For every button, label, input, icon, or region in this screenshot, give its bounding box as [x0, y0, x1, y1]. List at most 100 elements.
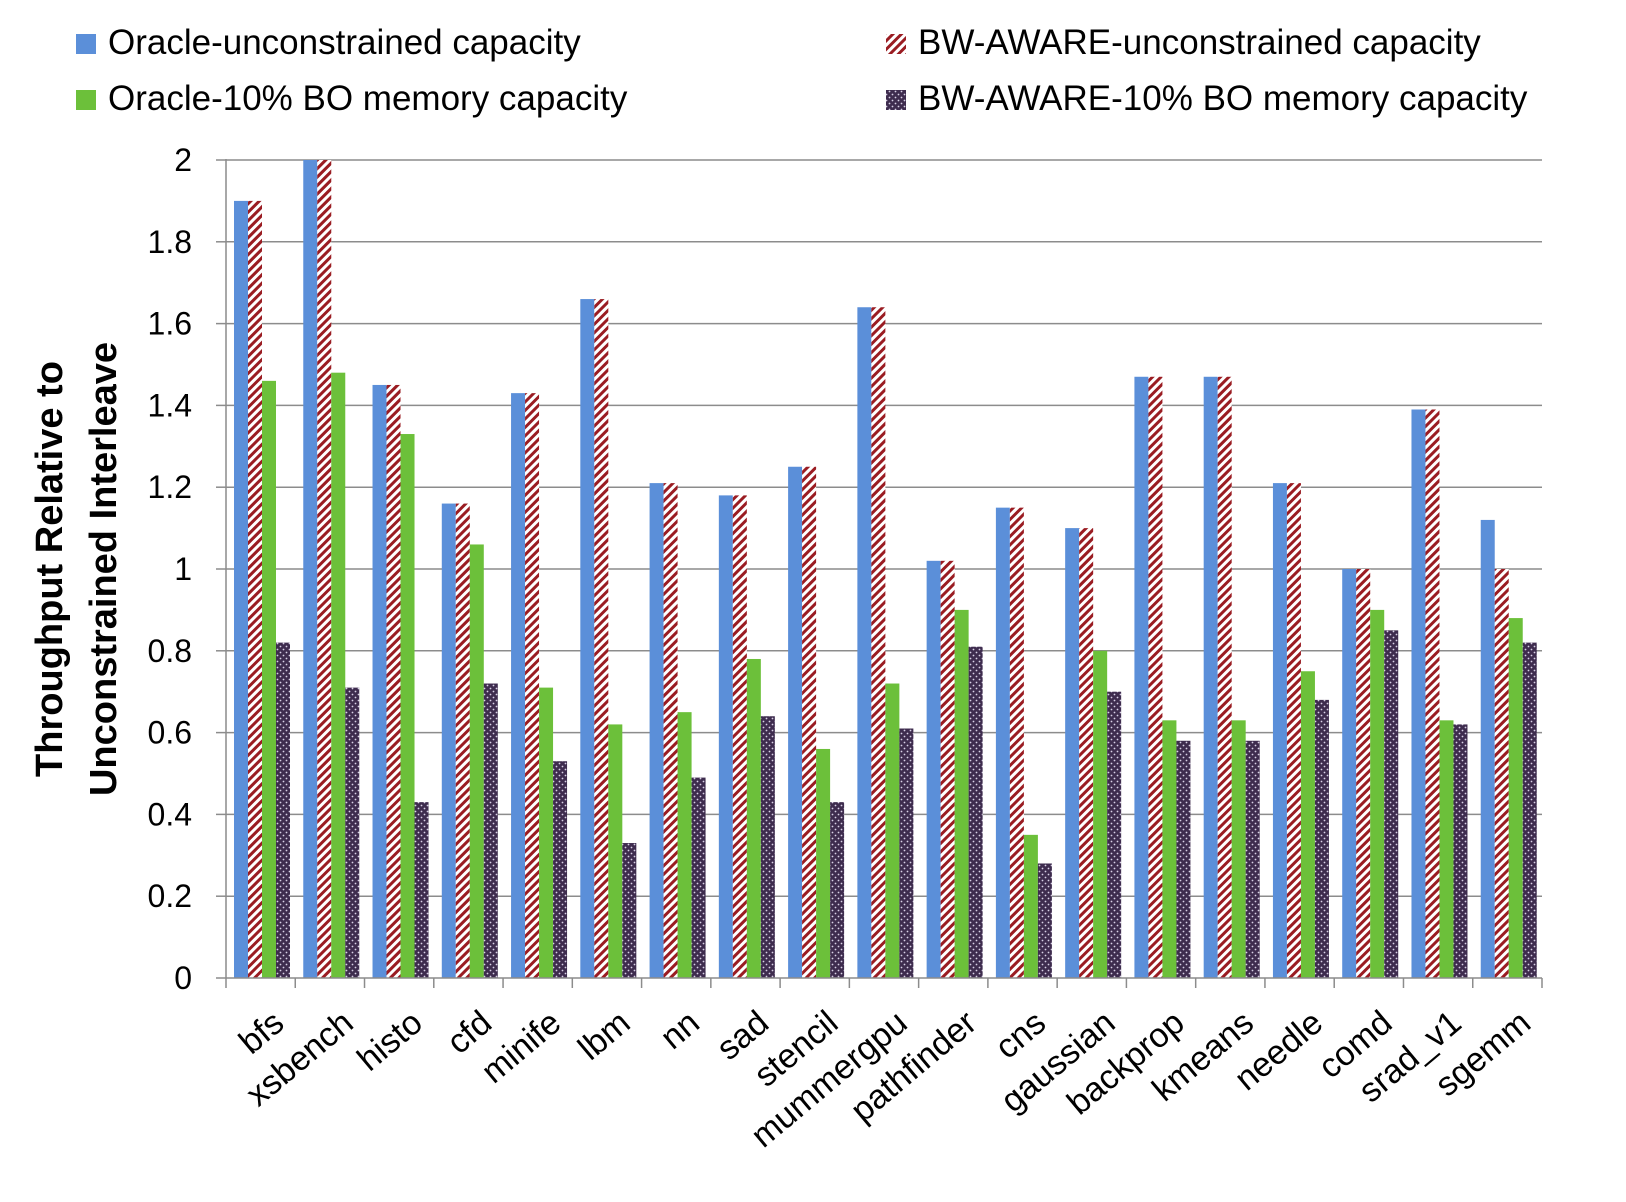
x-category-label: lbm	[571, 1003, 637, 1067]
y-tick-label: 0.6	[148, 715, 192, 751]
y-tick-label: 0	[174, 960, 192, 996]
bar-backprop-bw-aware-unconstrained-capacity	[1148, 376, 1163, 978]
bar-gaussian-bw-aware-unconstrained-capacity	[1079, 528, 1094, 978]
bar-xsbench-oracle-10-bo-memory-capacity	[331, 372, 346, 978]
bar-histo-bw-aware-10-bo-memory-capacity	[414, 802, 429, 978]
bar-needle-bw-aware-10-bo-memory-capacity	[1314, 699, 1329, 978]
bar-bfs-oracle-10-bo-memory-capacity	[262, 380, 276, 978]
bar-srad-v1-bw-aware-unconstrained-capacity	[1425, 409, 1440, 978]
bar-gaussian-bw-aware-10-bo-memory-capacity	[1107, 691, 1122, 978]
x-category-label: nn	[653, 1003, 706, 1056]
bar-srad-v1-oracle-10-bo-memory-capacity	[1439, 720, 1454, 978]
bar-sgemm-bw-aware-10-bo-memory-capacity	[1522, 642, 1537, 978]
bar-sad-oracle-unconstrained-capacity	[718, 495, 733, 978]
bar-minife-bw-aware-unconstrained-capacity	[525, 393, 540, 978]
bar-cns-bw-aware-unconstrained-capacity	[1009, 507, 1024, 978]
x-category-label: histo	[350, 1003, 429, 1078]
legend-label: BW-AWARE-10% BO memory capacity	[918, 79, 1528, 118]
y-axis-title-line: Throughput Relative to	[29, 361, 71, 777]
bar-nn-oracle-10-bo-memory-capacity	[677, 712, 692, 978]
bar-needle-oracle-10-bo-memory-capacity	[1300, 671, 1315, 978]
bar-sad-bw-aware-unconstrained-capacity	[732, 495, 747, 978]
bar-histo-bw-aware-unconstrained-capacity	[386, 384, 401, 978]
y-tick-label: 1.4	[148, 387, 192, 423]
bar-cns-oracle-unconstrained-capacity	[995, 507, 1010, 978]
bar-stencil-bw-aware-unconstrained-capacity	[802, 466, 817, 978]
bar-minife-oracle-unconstrained-capacity	[511, 393, 526, 978]
bar-comd-bw-aware-10-bo-memory-capacity	[1384, 630, 1399, 978]
bar-comd-bw-aware-unconstrained-capacity	[1356, 569, 1371, 978]
y-tick-label: 2	[174, 142, 192, 178]
y-tick-label: 1	[174, 551, 192, 587]
bar-mummergpu-bw-aware-unconstrained-capacity	[871, 307, 886, 978]
bar-nn-bw-aware-10-bo-memory-capacity	[691, 777, 706, 978]
bar-needle-oracle-unconstrained-capacity	[1272, 483, 1287, 978]
x-category-label: minife	[474, 1003, 568, 1090]
bar-srad-v1-oracle-unconstrained-capacity	[1411, 409, 1426, 978]
legend: Oracle-unconstrained capacity BW-AWARE-un…	[76, 23, 1528, 118]
bar-cfd-oracle-unconstrained-capacity	[441, 503, 456, 978]
bars	[234, 160, 1537, 978]
legend-label: BW-AWARE-unconstrained capacity	[918, 23, 1481, 62]
bar-minife-oracle-10-bo-memory-capacity	[539, 687, 554, 978]
bar-kmeans-bw-aware-unconstrained-capacity	[1217, 376, 1232, 978]
bar-nn-bw-aware-unconstrained-capacity	[663, 483, 678, 978]
bar-lbm-bw-aware-unconstrained-capacity	[594, 299, 609, 978]
bar-pathfinder-bw-aware-10-bo-memory-capacity	[968, 646, 983, 978]
y-tick-label: 0.2	[148, 878, 192, 914]
bar-nn-oracle-unconstrained-capacity	[649, 483, 664, 978]
legend-swatch-bw-aware-unconstrained-capacity	[886, 34, 906, 54]
bar-bfs-bw-aware-unconstrained-capacity	[248, 200, 262, 978]
bar-pathfinder-oracle-10-bo-memory-capacity	[954, 609, 969, 978]
bar-minife-bw-aware-10-bo-memory-capacity	[553, 761, 568, 978]
bar-cns-bw-aware-10-bo-memory-capacity	[1037, 863, 1052, 978]
bar-needle-bw-aware-unconstrained-capacity	[1286, 483, 1301, 978]
bar-xsbench-bw-aware-10-bo-memory-capacity	[345, 687, 360, 978]
bar-mummergpu-bw-aware-10-bo-memory-capacity	[899, 728, 914, 978]
bar-comd-oracle-unconstrained-capacity	[1342, 569, 1357, 978]
bar-gaussian-oracle-unconstrained-capacity	[1065, 528, 1080, 978]
legend-label: Oracle-unconstrained capacity	[108, 23, 581, 62]
y-tick-label: 1.2	[148, 469, 192, 505]
bar-backprop-bw-aware-10-bo-memory-capacity	[1176, 740, 1191, 978]
legend-swatch-bw-aware-10-bo-memory-capacity	[886, 90, 906, 110]
bar-bfs-bw-aware-10-bo-memory-capacity	[276, 642, 290, 978]
axes	[216, 159, 1543, 988]
bar-cfd-bw-aware-10-bo-memory-capacity	[483, 683, 498, 978]
bar-kmeans-oracle-10-bo-memory-capacity	[1231, 720, 1246, 978]
bar-cns-oracle-10-bo-memory-capacity	[1023, 834, 1038, 978]
bar-xsbench-bw-aware-unconstrained-capacity	[317, 160, 332, 978]
bar-lbm-oracle-unconstrained-capacity	[580, 299, 595, 978]
y-axis-title-line: Unconstrained Interleave	[83, 342, 125, 796]
y-tick-label: 1.8	[148, 224, 192, 260]
bar-sgemm-oracle-unconstrained-capacity	[1480, 519, 1495, 978]
bar-xsbench-oracle-unconstrained-capacity	[303, 160, 318, 978]
bar-cfd-oracle-10-bo-memory-capacity	[469, 544, 484, 978]
bar-kmeans-oracle-unconstrained-capacity	[1203, 376, 1218, 978]
bar-pathfinder-bw-aware-unconstrained-capacity	[940, 560, 955, 978]
bar-sgemm-oracle-10-bo-memory-capacity	[1508, 618, 1523, 978]
bar-stencil-oracle-10-bo-memory-capacity	[816, 748, 831, 978]
y-tick-labels: 0 0.2 0.4 0.6 0.8 1 1.2 1.4 1.6 1.8 2	[148, 142, 192, 996]
bar-sad-oracle-10-bo-memory-capacity	[746, 658, 761, 978]
bar-cfd-bw-aware-unconstrained-capacity	[455, 503, 470, 978]
legend-swatch-oracle-10-bo-memory-capacity	[76, 90, 96, 110]
bar-mummergpu-oracle-unconstrained-capacity	[857, 307, 872, 978]
bar-kmeans-bw-aware-10-bo-memory-capacity	[1245, 740, 1260, 978]
legend-swatch-oracle-unconstrained-capacity	[76, 34, 96, 54]
bar-stencil-oracle-unconstrained-capacity	[788, 466, 803, 978]
bar-pathfinder-oracle-unconstrained-capacity	[926, 560, 941, 978]
legend-label: Oracle-10% BO memory capacity	[108, 79, 628, 118]
bar-backprop-oracle-10-bo-memory-capacity	[1162, 720, 1177, 978]
bar-lbm-oracle-10-bo-memory-capacity	[608, 724, 623, 978]
bar-backprop-oracle-unconstrained-capacity	[1134, 376, 1149, 978]
bar-histo-oracle-unconstrained-capacity	[372, 384, 387, 978]
y-axis-title: Throughput Relative to Unconstrained Inte…	[29, 342, 125, 796]
bar-sad-bw-aware-10-bo-memory-capacity	[760, 716, 775, 978]
bar-comd-oracle-10-bo-memory-capacity	[1370, 609, 1385, 978]
y-tick-label: 0.4	[148, 796, 192, 832]
y-tick-label: 0.8	[148, 633, 192, 669]
